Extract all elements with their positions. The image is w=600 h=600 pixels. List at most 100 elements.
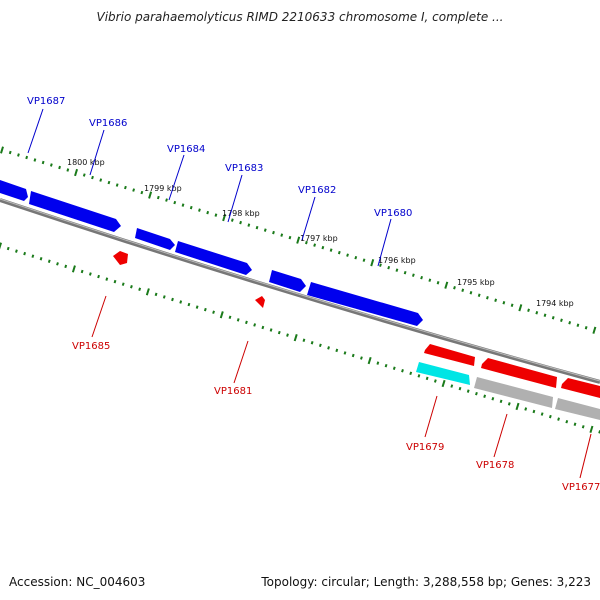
gene-vp1681[interactable]: [255, 296, 265, 308]
tick-mark: [230, 218, 234, 222]
tick-mark: [165, 198, 168, 202]
scale-label-1796: 1796 kbp: [378, 256, 416, 265]
label-vp1677[interactable]: VP1677: [562, 482, 600, 493]
tick-mark: [179, 300, 183, 304]
tick-mark: [428, 278, 432, 282]
gene-vp1677[interactable]: [561, 378, 600, 398]
gene-vp1679-upper[interactable]: [424, 344, 475, 366]
tick-mark: [527, 308, 530, 312]
gene-vp1684[interactable]: [175, 241, 252, 275]
tick-mark: [239, 220, 242, 225]
leader-vp1682: [301, 196, 316, 241]
gene-vp1682[interactable]: [269, 270, 306, 292]
tick-mark: [458, 386, 462, 391]
label-vp1682[interactable]: VP1682: [298, 185, 336, 196]
label-vp1687[interactable]: VP1687: [27, 96, 65, 107]
tick-mark: [253, 323, 257, 327]
gene-vp1677-grey[interactable]: [555, 398, 600, 420]
tick-mark: [343, 351, 347, 355]
tick-mark: [581, 425, 585, 429]
tick-mark: [494, 298, 498, 302]
leader-vp1686: [89, 129, 105, 176]
tick-mark: [263, 228, 267, 232]
tick-mark: [518, 304, 523, 312]
tick-mark: [576, 323, 580, 328]
tick-mark: [540, 412, 544, 416]
tick-mark: [124, 185, 127, 190]
tick-mark: [499, 399, 503, 404]
tick-mark: [321, 245, 325, 250]
tick-mark: [6, 246, 10, 251]
gene-vp1678[interactable]: [481, 358, 557, 388]
tick-mark: [138, 287, 142, 292]
tick-mark: [568, 321, 572, 325]
gene-vp1680[interactable]: [307, 282, 423, 326]
tick-mark: [41, 160, 45, 165]
chromosome-backbone: [0, 198, 600, 384]
tick-mark: [247, 223, 251, 227]
tick-mark: [535, 311, 539, 315]
tick-mark: [293, 334, 298, 342]
tick-mark: [461, 288, 465, 292]
tick-mark: [219, 311, 224, 319]
tick-mark: [346, 253, 349, 257]
tick-mark: [557, 417, 560, 421]
tick-mark: [436, 280, 440, 285]
tick-mark: [286, 333, 289, 337]
gene-vp1684-small[interactable]: [135, 228, 175, 250]
tick-mark: [392, 366, 396, 370]
label-vp1680[interactable]: VP1680: [374, 208, 412, 219]
label-vp1686[interactable]: VP1686: [89, 118, 127, 129]
tick-mark: [477, 293, 481, 297]
gene-vp1679[interactable]: [416, 362, 470, 385]
label-vp1681[interactable]: VP1681: [214, 386, 252, 397]
scale-labels: 1800 kbp 1799 kbp 1798 kbp 1797 kbp 1796…: [67, 158, 574, 308]
leader-vp1683: [227, 174, 243, 223]
gene-vp1685[interactable]: [113, 251, 128, 265]
tick-mark: [433, 379, 437, 383]
label-vp1678[interactable]: VP1678: [476, 460, 514, 471]
tick-mark: [351, 353, 355, 358]
label-vp1685[interactable]: VP1685: [72, 341, 110, 352]
tick-mark: [515, 402, 520, 411]
tick-mark: [25, 155, 29, 160]
label-vp1679[interactable]: VP1679: [406, 442, 444, 453]
scale-label-1794: 1794 kbp: [536, 299, 574, 308]
tick-mark: [469, 291, 473, 295]
tick-mark: [222, 213, 227, 222]
tick-mark: [548, 414, 552, 419]
gene-vp1678-grey[interactable]: [474, 377, 553, 408]
label-vp1684[interactable]: VP1684: [167, 144, 205, 155]
tick-mark: [15, 249, 18, 253]
tick-mark: [82, 173, 86, 177]
tick-mark: [66, 168, 70, 172]
tick-mark: [354, 255, 358, 260]
genome-stats-text: Topology: circular; Length: 3,288,558 bp…: [261, 575, 591, 589]
tick-mark: [261, 325, 265, 330]
tick-mark: [329, 248, 333, 252]
label-vp1683[interactable]: VP1683: [225, 163, 263, 174]
tick-mark: [444, 281, 449, 289]
tick-mark: [198, 208, 201, 212]
tick-mark: [236, 318, 240, 322]
tick-mark: [507, 402, 511, 406]
leader-vp1678: [493, 413, 508, 458]
tick-mark: [113, 279, 117, 284]
tick-mark: [173, 200, 177, 205]
leader-vp1685: [91, 295, 107, 338]
tick-mark: [395, 268, 399, 272]
tick-mark: [80, 269, 84, 274]
tick-mark: [532, 409, 536, 414]
tick-mark: [121, 282, 125, 286]
gene-vp1686[interactable]: [29, 191, 121, 232]
tick-mark: [409, 371, 413, 376]
tick-mark: [313, 243, 317, 247]
tick-mark: [228, 315, 232, 320]
tick-mark: [39, 257, 43, 261]
tick-mark: [335, 348, 339, 353]
tick-mark: [269, 328, 273, 332]
gene-vp1687[interactable]: [0, 180, 28, 201]
tick-mark: [302, 338, 306, 342]
tick-mark: [401, 369, 404, 373]
